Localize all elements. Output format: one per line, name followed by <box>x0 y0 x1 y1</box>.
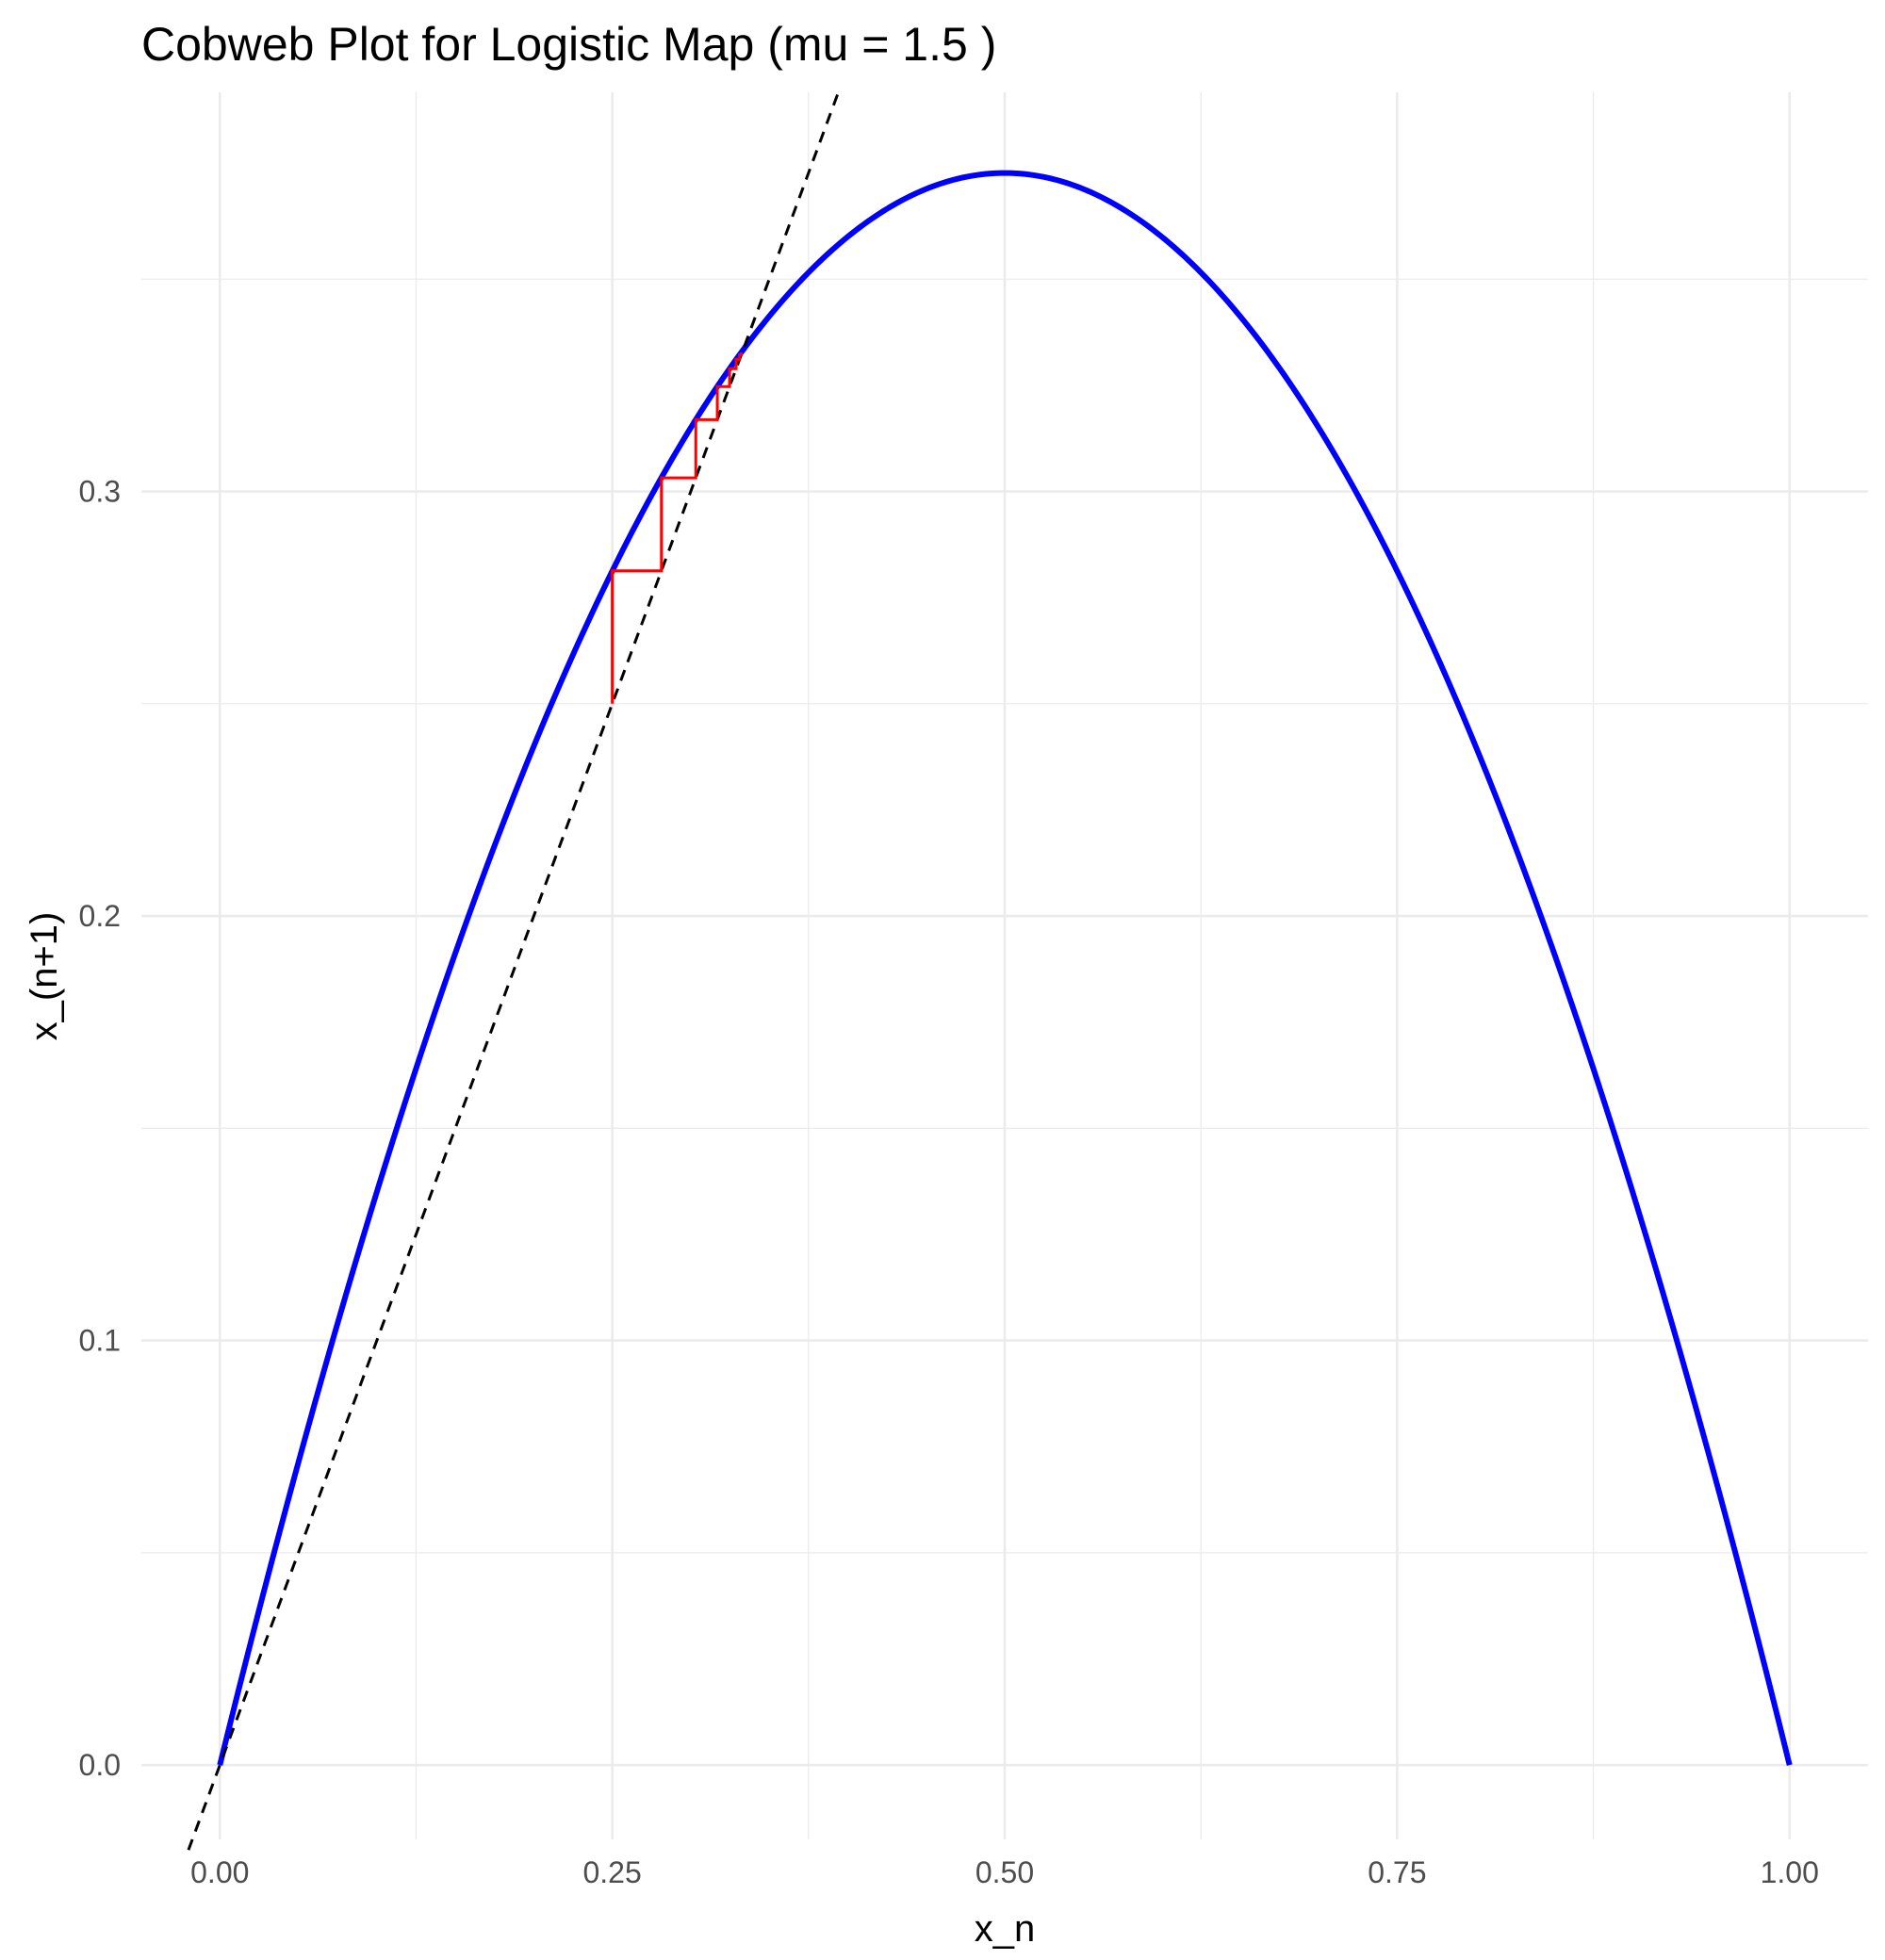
chart-title: Cobweb Plot for Logistic Map (mu = 1.5 ) <box>141 18 996 71</box>
y-tick-label: 0.1 <box>79 1324 121 1358</box>
x-tick-label: 0.75 <box>1368 1855 1426 1889</box>
x-tick-label: 1.00 <box>1761 1855 1819 1889</box>
x-tick-label: 0.25 <box>582 1855 641 1889</box>
y-tick-label: 0.3 <box>79 475 121 509</box>
y-tick-label: 0.0 <box>79 1748 121 1782</box>
tick-label-layer: 0.00 0.25 0.50 0.75 1.00 0.0 0.1 0.2 0.3 <box>79 475 1819 1889</box>
grid-layer <box>141 92 1868 1839</box>
cobweb-path <box>611 351 744 704</box>
y-tick-label: 0.2 <box>79 899 121 933</box>
x-axis-title: x_n <box>975 1908 1036 1950</box>
logistic-curve <box>217 170 1793 1766</box>
series-layer <box>187 91 1793 1851</box>
y-axis-title: x_(n+1) <box>24 912 65 1041</box>
x-tick-label: 0.00 <box>190 1855 249 1889</box>
x-tick-label: 0.50 <box>975 1855 1034 1889</box>
identity-line <box>187 91 840 1851</box>
